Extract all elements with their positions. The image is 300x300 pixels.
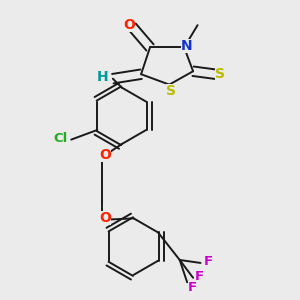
- Text: Cl: Cl: [54, 132, 68, 145]
- Text: O: O: [99, 212, 111, 225]
- Text: F: F: [188, 281, 197, 294]
- Text: O: O: [123, 18, 135, 32]
- Text: F: F: [195, 270, 204, 283]
- Text: N: N: [181, 39, 192, 53]
- Text: S: S: [215, 67, 225, 81]
- Text: H: H: [97, 70, 108, 84]
- Text: F: F: [203, 255, 212, 268]
- Text: O: O: [99, 148, 111, 162]
- Text: S: S: [166, 84, 176, 98]
